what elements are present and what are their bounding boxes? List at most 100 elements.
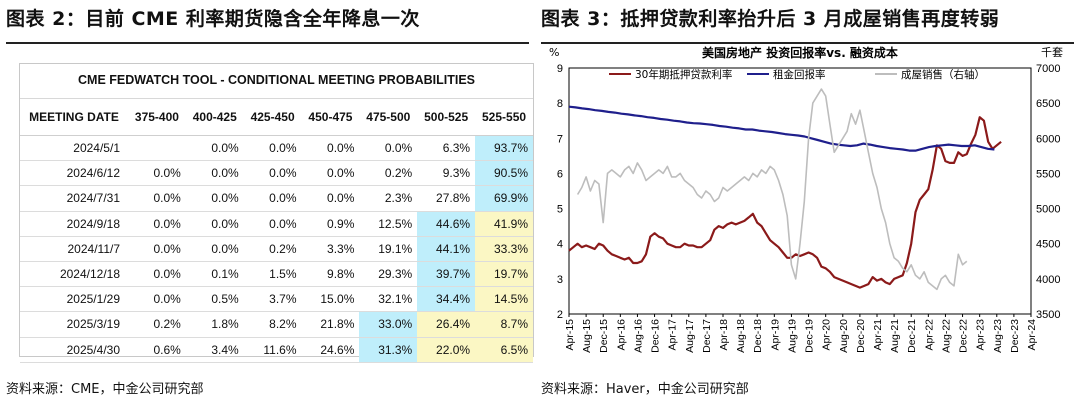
probability-cell: 41.9%: [475, 211, 533, 237]
table-header-row: MEETING DATE 375-400 400-425 425-450 450-475…: [20, 99, 533, 136]
meeting-date-cell: 2024/5/1: [20, 135, 128, 162]
x-tick-label: Dec-21: [906, 319, 918, 353]
x-tick-label: Aug-16: [632, 319, 644, 353]
x-tick-label: Aug-23: [992, 319, 1004, 353]
meeting-date-cell: 2024/9/18: [20, 211, 128, 237]
x-tick-label: Dec-20: [855, 319, 867, 353]
x-tick-label: Apr-23: [975, 319, 987, 351]
probability-cell: 0.9%: [301, 211, 360, 237]
series-line-3: [576, 88, 968, 291]
table-row: 2024/11/7 0.0% 0.0% 0.2% 3.3% 19.1% 44.1% 33.3%: [20, 236, 533, 262]
y-tick-label: 9: [557, 63, 563, 75]
probability-cell: 69.9%: [475, 185, 533, 212]
x-tick-label: Aug-17: [684, 319, 696, 353]
probability-cell: 34.4%: [417, 286, 476, 313]
table-row: 2024/7/31 0.0% 0.0% 0.0% 0.0% 2.3% 27.8% 69.9%: [20, 185, 533, 212]
meeting-date-cell: 2024/7/31: [20, 185, 128, 212]
probability-cell: 24.6%: [301, 337, 360, 363]
chart-title: 美国房地产 投资回报率vs. 融资成本: [702, 45, 898, 60]
probability-cell: 26.4%: [417, 311, 476, 338]
x-tick-label: Apr-17: [667, 319, 679, 351]
legend-label-2: 租金回报率: [773, 68, 826, 81]
y2-tick-label: 6500: [1036, 98, 1060, 110]
table-row: 2024/12/18 0.0% 0.1% 1.5% 9.8% 29.3% 39.7% 19.7…: [20, 261, 533, 288]
y2-tick-label: 6000: [1036, 133, 1060, 145]
table-body: 2024/5/1 0.0% 0.0% 0.0% 0.0% 6.3% 93.7% 2024/6/…: [20, 135, 533, 363]
y2-tick-label: 4000: [1036, 274, 1060, 286]
col-header-425-450: 425-450: [243, 99, 302, 136]
left-figure-title: 图表 2：目前 CME 利率期货隐含全年降息一次: [6, 8, 420, 30]
col-header-500-525: 500-525: [417, 99, 476, 136]
right-figure-title: 图表 3：抵押贷款利率抬升后 3 月成屋销售再度转弱: [541, 8, 1000, 30]
probability-cell: 15.0%: [301, 286, 360, 313]
y2-tick-label: 5500: [1036, 168, 1060, 180]
plot-frame: [568, 67, 1032, 315]
probability-cell: 0.0%: [243, 160, 302, 187]
probability-cell: 11.6%: [243, 337, 302, 363]
x-tick-label: Dec-15: [598, 319, 610, 353]
x-tick-label: Dec-23: [1009, 319, 1021, 353]
probability-cell: 0.6%: [128, 337, 186, 363]
y-tick-label: 5: [557, 204, 563, 216]
probability-cell: 0.0%: [128, 261, 186, 288]
y-tick-label: 6: [557, 168, 563, 180]
series-line-2: [568, 105, 995, 152]
series-line-1: [568, 116, 1002, 289]
x-tick-label: Apr-22: [923, 319, 935, 351]
probability-cell: [128, 135, 186, 162]
meeting-date-cell: 2025/3/19: [20, 311, 128, 338]
x-tick-label: Dec-18: [752, 319, 764, 353]
table-row: 2024/9/18 0.0% 0.0% 0.0% 0.9% 12.5% 44.6% 41.9%: [20, 211, 533, 237]
probability-cell: 14.5%: [475, 286, 533, 313]
y2-tick-label: 5000: [1036, 204, 1060, 216]
probability-cell: 0.0%: [128, 211, 186, 237]
col-header-meeting-date: MEETING DATE: [20, 99, 128, 136]
probability-cell: 6.3%: [417, 135, 476, 162]
probability-cell: 3.4%: [185, 337, 244, 363]
probability-cell: 8.2%: [243, 311, 302, 338]
table-row: 2024/5/1 0.0% 0.0% 0.0% 0.0% 6.3% 93.7%: [20, 135, 533, 162]
x-tick-label: Apr-21: [872, 319, 884, 351]
x-tick-label: Aug-18: [735, 319, 747, 353]
probability-cell: 39.7%: [417, 261, 476, 288]
probability-cell: 8.7%: [475, 311, 533, 338]
probability-cell: 0.0%: [359, 135, 418, 162]
x-tick-label: Apr-24: [1026, 319, 1038, 351]
probability-cell: 0.0%: [301, 185, 360, 212]
x-tick-label: Apr-15: [564, 319, 576, 351]
probability-cell: 9.8%: [301, 261, 360, 288]
probability-cell: 3.7%: [243, 286, 302, 313]
probability-cell: 27.8%: [417, 185, 476, 212]
col-header-400-425: 400-425: [185, 99, 244, 136]
x-tick-label: Aug-22: [940, 319, 952, 353]
y2-tick-label: 7000: [1036, 63, 1060, 75]
left-title-rule: [6, 42, 529, 44]
x-tick-label: Apr-16: [615, 319, 627, 351]
probability-cell: 0.0%: [243, 185, 302, 212]
col-header-450-475: 450-475: [301, 99, 360, 136]
probability-table: MEETING DATE 375-400 400-425 425-450 450-475…: [20, 99, 533, 363]
y-tick-label: 7: [557, 133, 563, 145]
meeting-date-cell: 2024/6/12: [20, 160, 128, 187]
probability-cell: 0.0%: [185, 135, 244, 162]
meeting-date-cell: 2024/11/7: [20, 236, 128, 262]
probability-cell: 3.3%: [301, 236, 360, 262]
x-tick-label: Aug-19: [786, 319, 798, 353]
probability-cell: 31.3%: [359, 337, 418, 363]
x-tick-label: Apr-18: [718, 319, 730, 351]
table-row: 2024/6/12 0.0% 0.0% 0.0% 0.0% 0.2% 9.3% 90.5%: [20, 160, 533, 187]
probability-cell: 0.0%: [185, 236, 244, 262]
x-tick-label: Dec-22: [958, 319, 970, 353]
probability-cell: 0.0%: [185, 160, 244, 187]
probability-cell: 19.7%: [475, 261, 533, 288]
y2-tick-label: 4500: [1036, 239, 1060, 251]
x-tick-label: Aug-21: [889, 319, 901, 353]
probability-cell: 44.6%: [417, 211, 476, 237]
y-tick-label: 2: [557, 309, 563, 321]
probability-cell: 32.1%: [359, 286, 418, 313]
probability-cell: 0.2%: [128, 311, 186, 338]
probability-cell: 21.8%: [301, 311, 360, 338]
probability-cell: 0.0%: [243, 135, 302, 162]
probability-cell: 90.5%: [475, 160, 533, 187]
col-header-525-550: 525-550: [475, 99, 533, 136]
